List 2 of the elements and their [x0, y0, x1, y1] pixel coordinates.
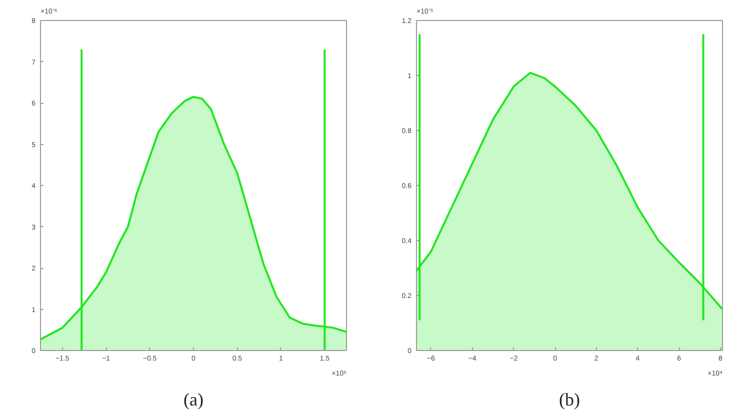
x-axis-title: (a) [184, 390, 204, 410]
x-axis-title: (b) [559, 390, 580, 410]
